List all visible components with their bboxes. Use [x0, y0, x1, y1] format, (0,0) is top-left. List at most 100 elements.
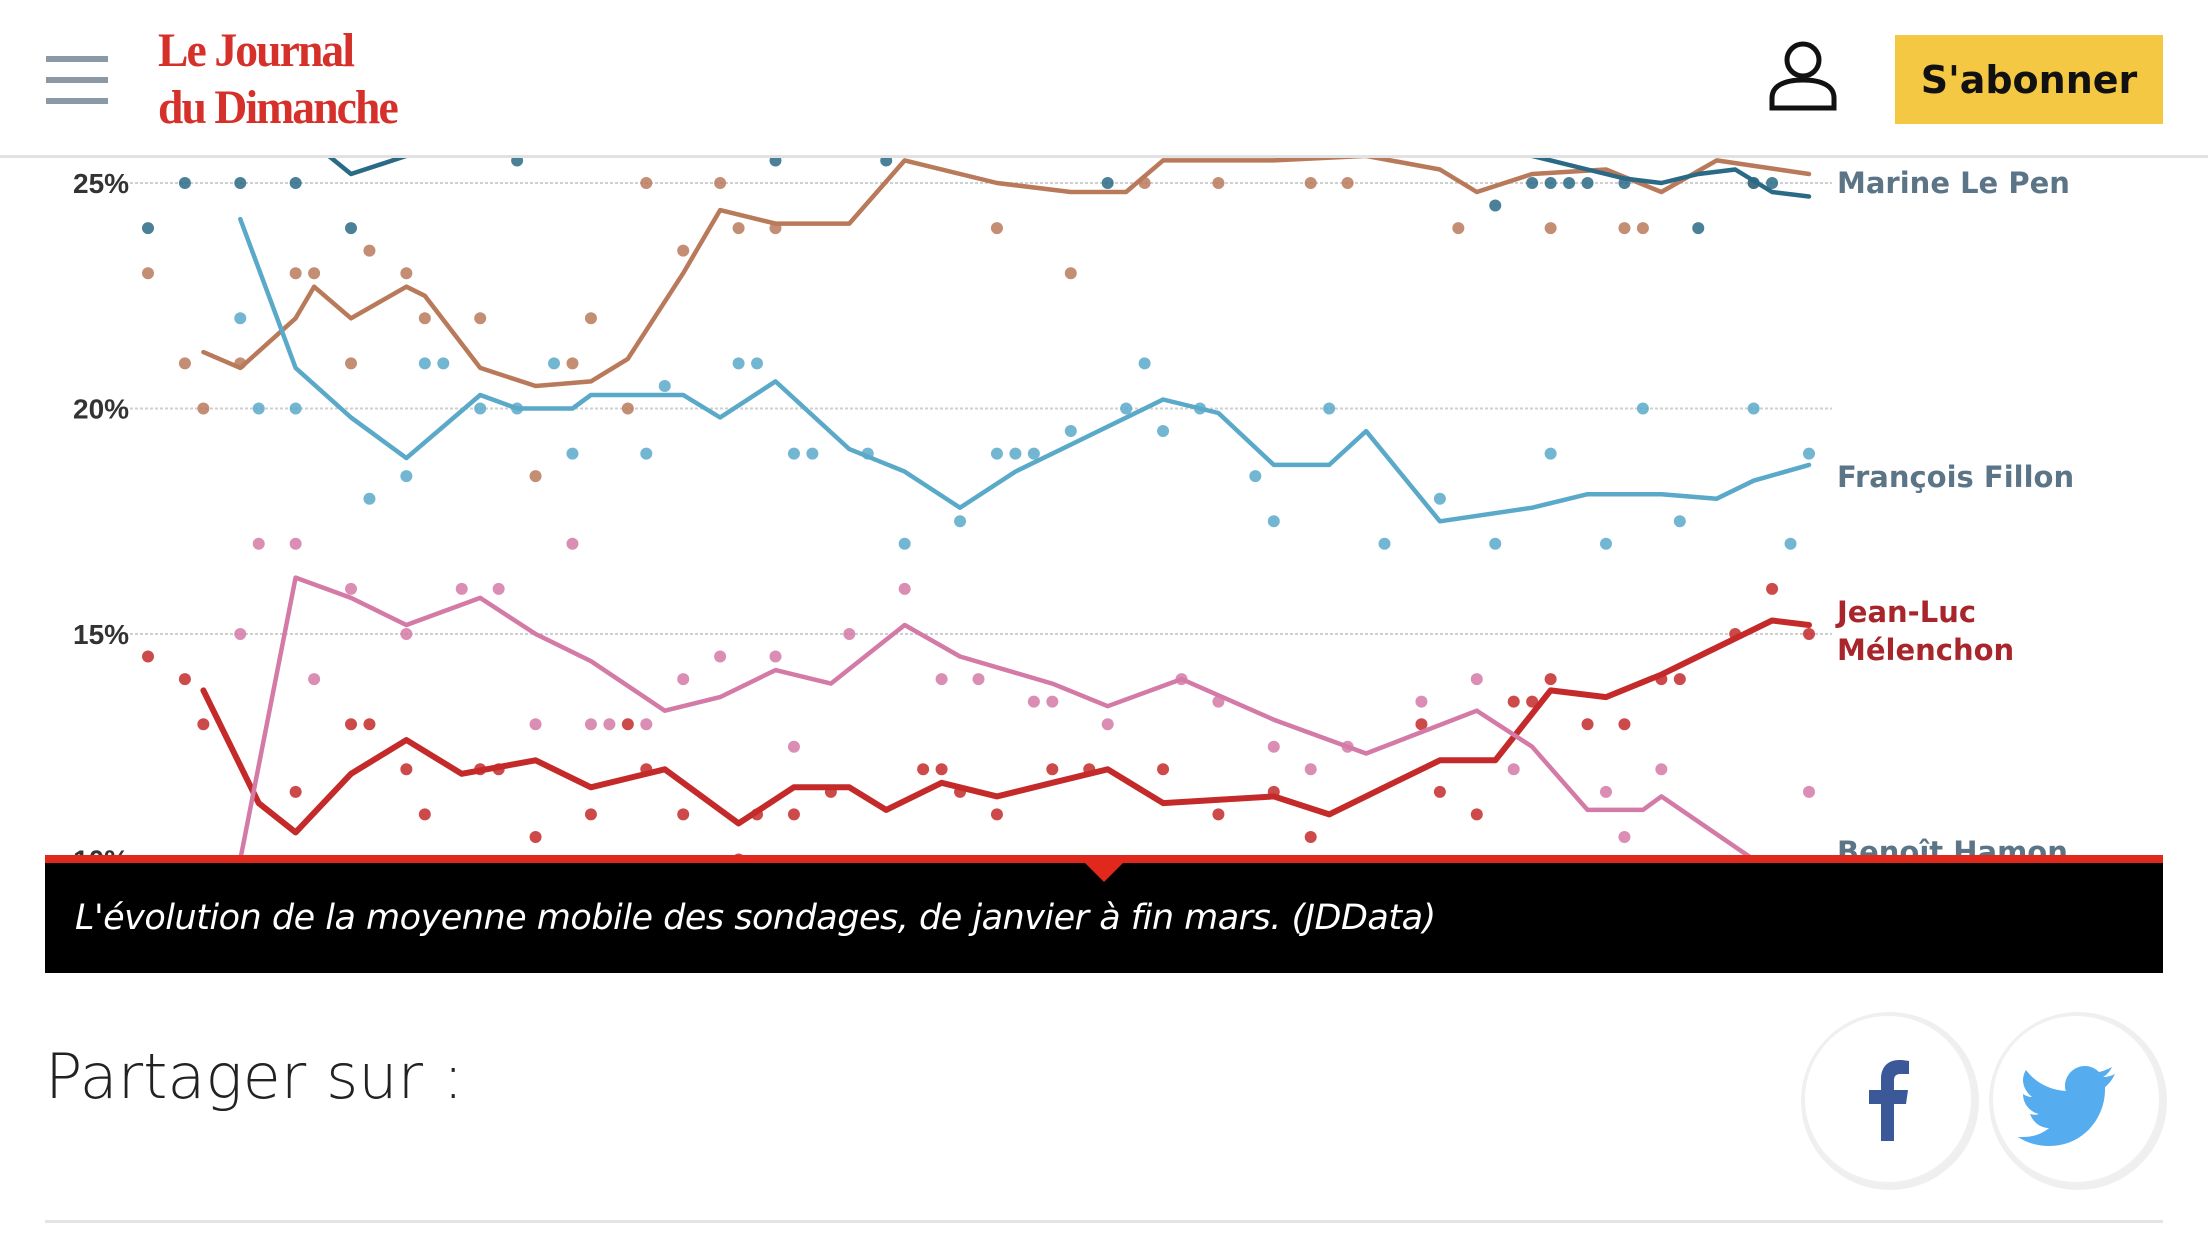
data-point — [345, 222, 358, 235]
data-point — [1803, 785, 1815, 798]
data-point — [1599, 785, 1612, 798]
data-point — [252, 537, 265, 550]
data-point — [621, 402, 634, 415]
data-point — [178, 357, 191, 370]
data-point — [197, 402, 210, 415]
data-point — [935, 763, 948, 776]
facebook-share-button[interactable] — [1803, 1014, 1973, 1184]
data-point — [1618, 222, 1631, 235]
data-point — [787, 740, 800, 753]
data-point — [1157, 763, 1170, 776]
data-point — [1673, 515, 1686, 528]
data-point — [1120, 402, 1133, 415]
data-point — [142, 650, 154, 663]
data-point — [806, 447, 819, 460]
data-point — [1212, 808, 1225, 821]
data-point — [178, 673, 191, 686]
data-point — [1101, 177, 1114, 189]
data-point — [1470, 808, 1483, 821]
data-point — [234, 628, 247, 640]
data-point — [1489, 199, 1502, 212]
series-line — [238, 575, 1753, 856]
data-point — [437, 357, 450, 370]
series-label: Benoît Hamon — [1837, 835, 2068, 856]
twitter-share-button[interactable] — [1991, 1014, 2161, 1184]
data-point — [1636, 222, 1649, 235]
data-point — [1544, 673, 1557, 686]
data-point — [1304, 763, 1317, 776]
data-point — [1027, 695, 1040, 708]
data-point — [345, 718, 358, 731]
data-point — [1544, 222, 1557, 235]
data-point — [548, 357, 561, 370]
data-point — [584, 808, 597, 821]
data-point — [1433, 492, 1446, 505]
data-point — [714, 177, 727, 189]
data-point — [1803, 628, 1815, 640]
caption-accent-bar — [45, 855, 2163, 863]
data-point — [289, 267, 302, 280]
data-point — [1249, 470, 1262, 483]
data-point — [1507, 695, 1520, 708]
site-logo[interactable]: Le Journal du Dimanche — [158, 22, 399, 136]
data-point — [418, 808, 431, 821]
data-point — [1784, 537, 1797, 550]
data-point — [1304, 830, 1317, 843]
series-line — [200, 617, 1812, 836]
data-point — [1101, 718, 1114, 731]
data-point — [787, 808, 800, 821]
data-point — [474, 402, 487, 415]
user-account-icon[interactable] — [1768, 40, 1838, 112]
data-point — [1378, 537, 1391, 550]
data-point — [677, 244, 690, 257]
data-point — [1489, 537, 1502, 550]
data-point — [1323, 402, 1336, 415]
data-point — [1009, 447, 1022, 460]
series-label: Marine Le Pen — [1837, 166, 2070, 200]
data-point — [1766, 582, 1779, 595]
data-point — [1766, 177, 1779, 189]
data-point — [990, 222, 1003, 235]
data-point — [1581, 718, 1594, 731]
data-point — [751, 357, 764, 370]
data-point — [400, 267, 413, 280]
data-point — [640, 447, 653, 460]
data-point — [529, 470, 542, 483]
data-point — [1470, 673, 1483, 686]
data-point — [142, 267, 154, 280]
data-point — [1304, 177, 1317, 189]
data-point — [1267, 740, 1280, 753]
data-point — [1064, 425, 1077, 438]
data-point — [400, 628, 413, 640]
data-point — [1544, 177, 1557, 189]
data-point — [603, 718, 616, 731]
data-point — [769, 157, 782, 167]
data-point — [142, 222, 154, 235]
data-point — [363, 492, 376, 505]
subscribe-button[interactable]: S'abonner — [1895, 35, 2163, 124]
share-label: Partager sur : — [45, 1040, 464, 1113]
series-line — [201, 157, 1812, 389]
data-point — [1415, 718, 1428, 731]
data-point — [1544, 447, 1557, 460]
series-line — [238, 216, 1812, 524]
data-point — [1673, 673, 1686, 686]
data-point — [1618, 830, 1631, 843]
data-point — [769, 650, 782, 663]
data-point — [234, 312, 247, 325]
data-point — [1433, 785, 1446, 798]
twitter-icon — [2018, 1066, 2115, 1146]
data-point — [1452, 222, 1465, 235]
y-tick-label: 15% — [73, 619, 129, 650]
data-point — [1692, 222, 1705, 235]
y-tick-label: 25% — [73, 168, 129, 199]
data-point — [640, 177, 653, 189]
data-point — [1046, 695, 1059, 708]
data-point — [843, 628, 856, 640]
data-point — [418, 312, 431, 325]
data-point — [1415, 695, 1428, 708]
data-point — [234, 177, 247, 189]
data-point — [363, 244, 376, 257]
hamburger-menu-icon[interactable] — [46, 52, 108, 108]
series-line — [326, 157, 1812, 199]
